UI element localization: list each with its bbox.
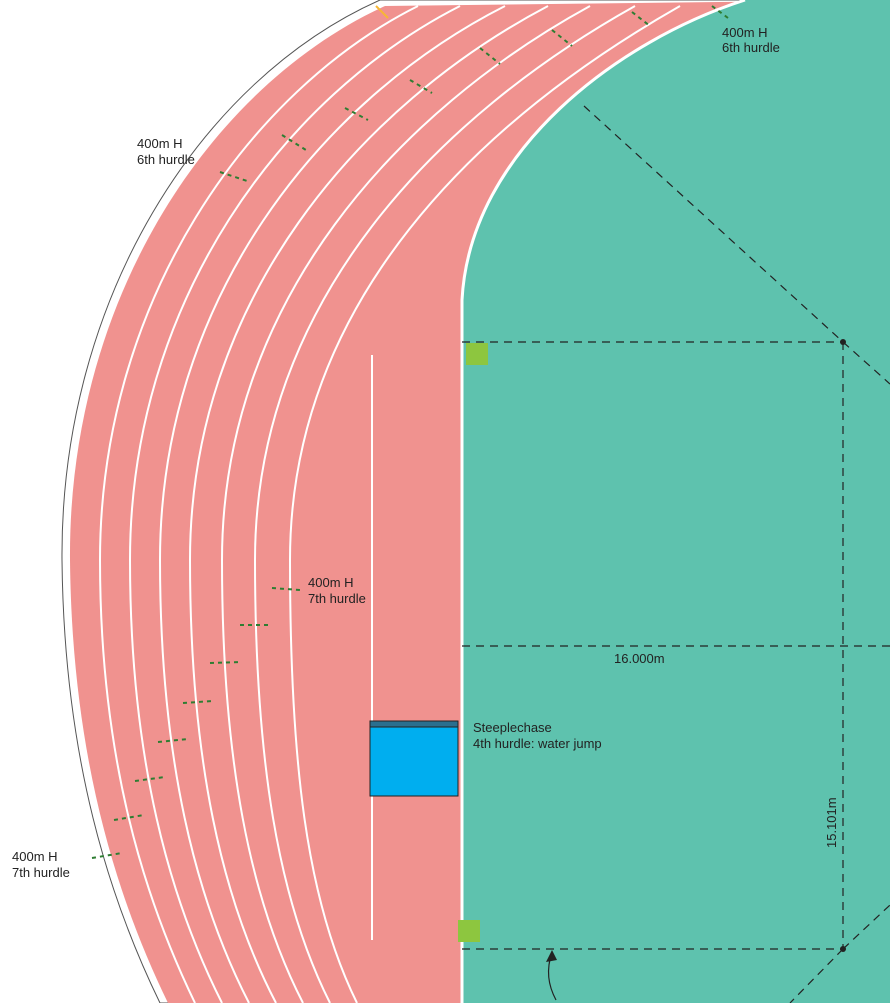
inner-curb bbox=[460, 0, 746, 1003]
dim-label-horizontal: 16.000m bbox=[614, 651, 665, 666]
dim-node-top bbox=[840, 339, 846, 345]
water-jump bbox=[369, 723, 459, 797]
start-mark bbox=[375, 5, 389, 19]
dimension-lines bbox=[462, 105, 890, 1003]
label-h7-left-line2: 7th hurdle bbox=[12, 865, 70, 880]
hurdle-6-marks bbox=[219, 5, 729, 183]
infield bbox=[462, 0, 890, 1003]
hurdle-7-marks bbox=[91, 587, 301, 859]
field-marker-top bbox=[466, 343, 488, 365]
label-h7-mid-line2: 7th hurdle bbox=[308, 591, 366, 606]
label-steeple-line1: Steeplechase bbox=[473, 720, 552, 735]
label-h6-left-line1: 400m H bbox=[137, 136, 183, 151]
label-h6-left-line2: 6th hurdle bbox=[137, 152, 195, 167]
label-steeple-line2: 4th hurdle: water jump bbox=[473, 736, 602, 751]
label-h6-top-line1: 400m H bbox=[722, 25, 768, 40]
label-h7-mid-line1: 400m H bbox=[308, 575, 354, 590]
dim-label-vertical: 15.101m bbox=[824, 797, 839, 848]
field-marker-bottom bbox=[458, 920, 480, 942]
water-jump-barrier bbox=[369, 720, 459, 728]
label-h6-top-line2: 6th hurdle bbox=[722, 40, 780, 55]
lane-lines bbox=[98, 5, 681, 1003]
arrow-head-icon bbox=[546, 950, 557, 962]
label-h7-left-line1: 400m H bbox=[12, 849, 58, 864]
dim-node-bottom bbox=[840, 946, 846, 952]
